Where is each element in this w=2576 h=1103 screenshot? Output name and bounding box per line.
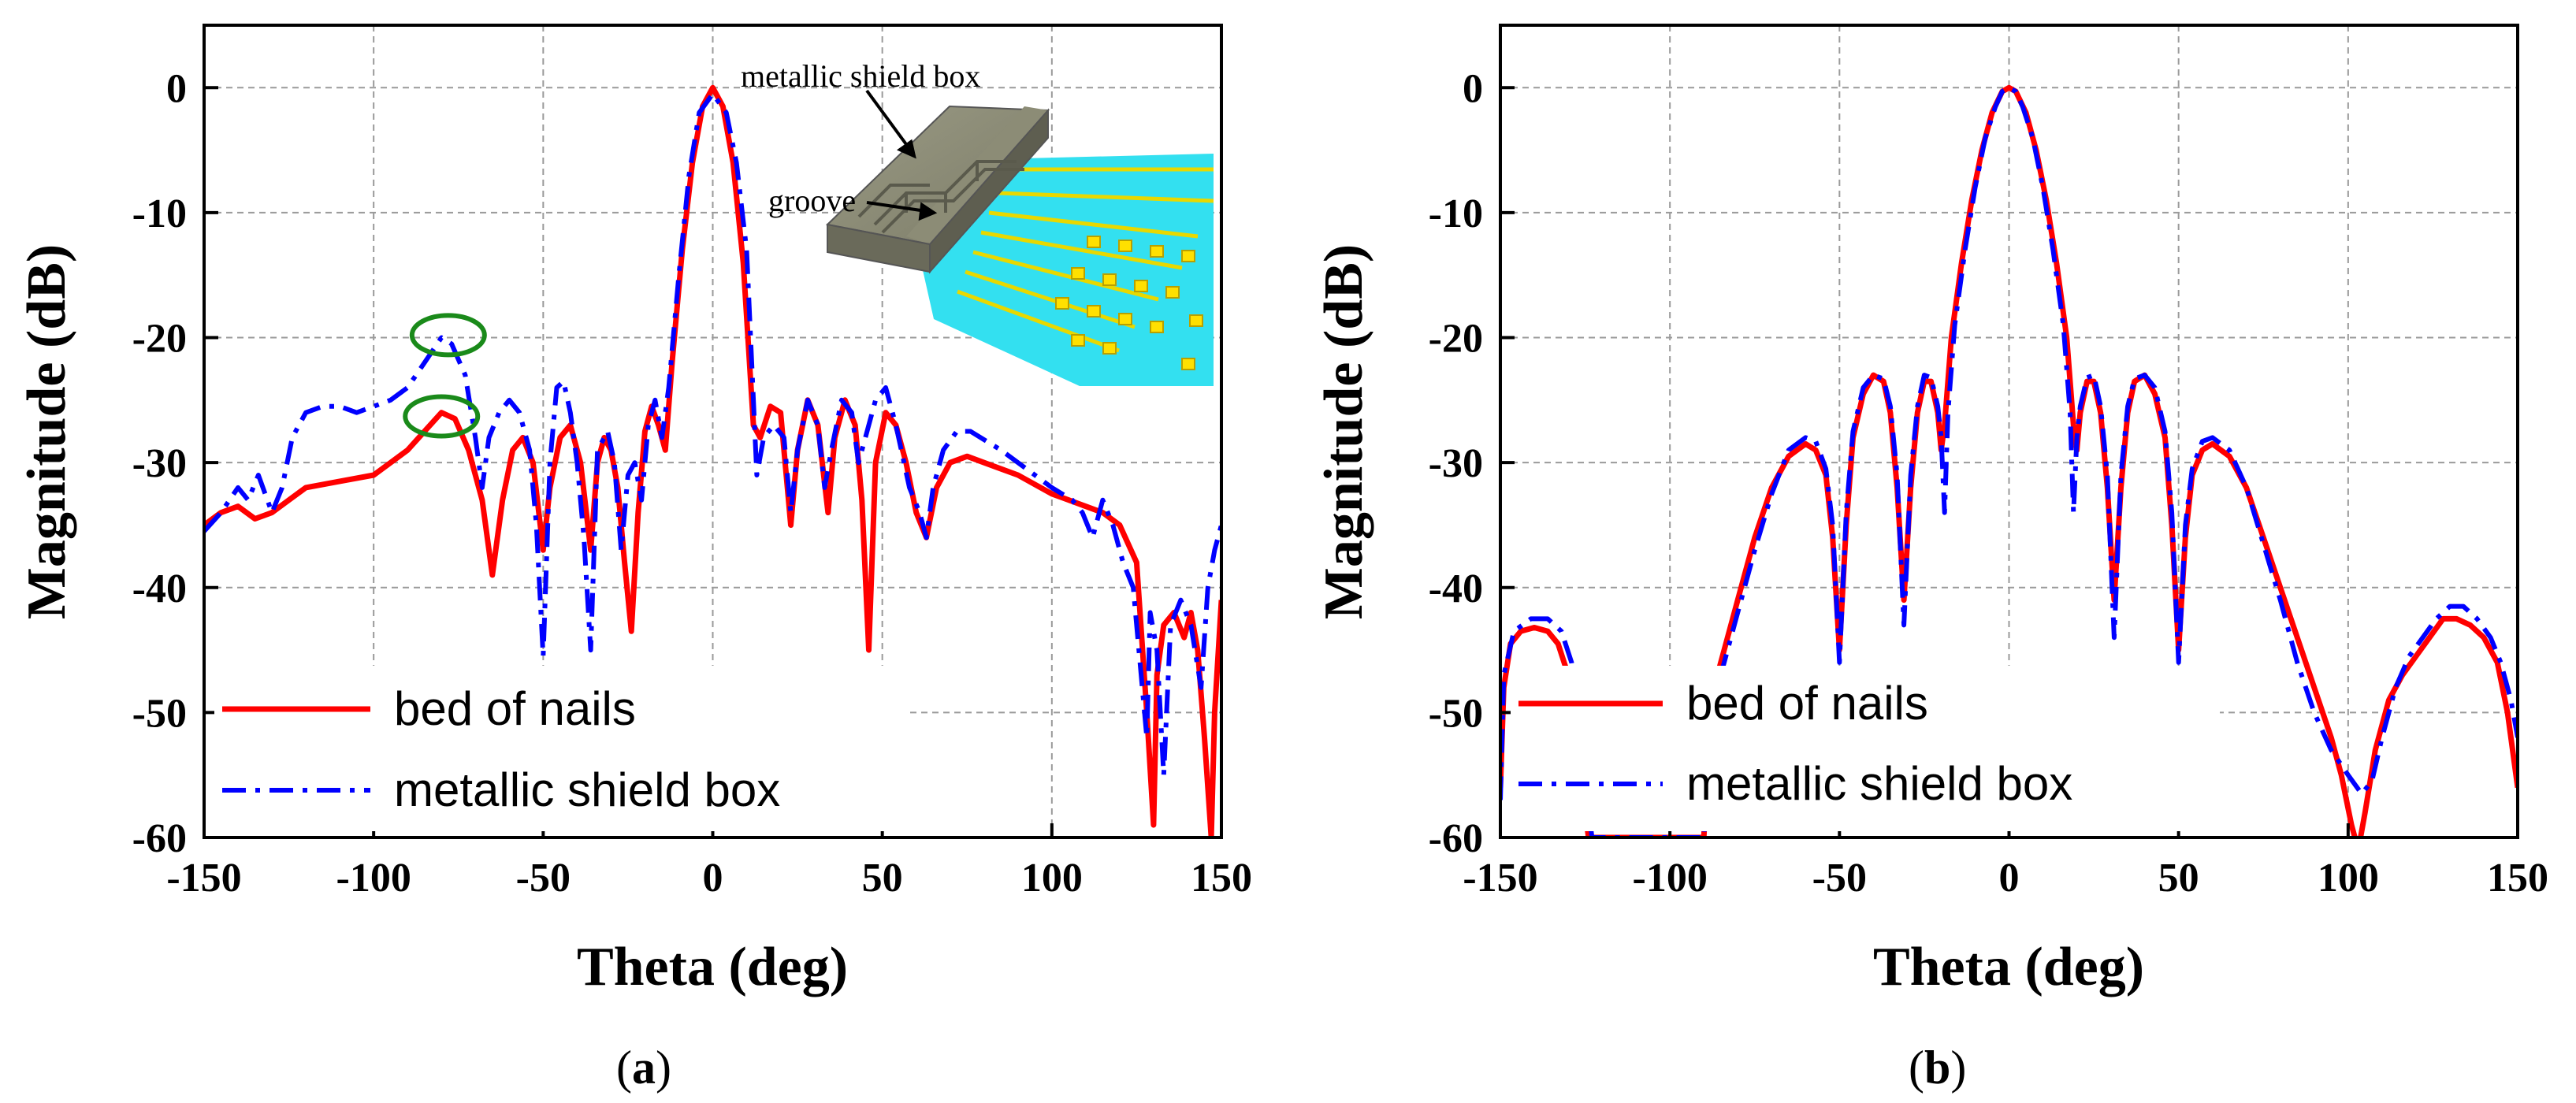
y-tick-label: -60 — [132, 816, 187, 861]
x-tick-label: 150 — [1191, 856, 1252, 901]
inset-label-shield-box: metallic shield box — [741, 58, 980, 94]
x-tick-label: 150 — [2487, 856, 2548, 901]
series-group-b — [1500, 84, 2518, 837]
x-tick-label: 0 — [703, 856, 723, 901]
ticks-b: -150 -100 -50 0 50 100 150 0 -10 -20 -30 -40 -50 -60 — [1429, 66, 2548, 901]
inset-feed-lines — [957, 167, 1214, 353]
chart-panel-a: metallic shield box groove -150 -100 -50 0 5… — [17, 24, 1252, 1094]
y-tick-label: -10 — [1429, 191, 1483, 236]
x-axis-title-b: Theta (deg) — [1873, 937, 2144, 997]
y-tick-label: -60 — [1429, 816, 1483, 861]
highlight-circle — [409, 313, 487, 358]
x-tick-label: 50 — [862, 856, 903, 901]
y-axis-title-b: Magnitude (dB) — [1314, 244, 1374, 619]
y-tick-label: -20 — [1429, 317, 1483, 362]
y-tick-label: -30 — [132, 441, 187, 486]
x-tick-label: -100 — [336, 856, 411, 901]
highlight-circle — [403, 394, 481, 439]
ticks-a: -150 -100 -50 0 50 100 150 0 -10 -20 -30 -40 -50 -60 — [132, 66, 1252, 901]
x-tick-label: -50 — [516, 856, 571, 901]
y-tick-label: -10 — [132, 191, 187, 236]
inset-box-side — [929, 108, 1049, 274]
x-axis-title-a: Theta (deg) — [577, 937, 848, 997]
chart-panel-b: -150 -100 -50 0 50 100 1500-10-20-30-40-50-60 … — [1314, 24, 2548, 1094]
y-tick-label: -20 — [132, 317, 187, 362]
y-axis-title-a: Magnitude (dB) — [17, 244, 77, 619]
series-line-bed-of-nails — [204, 84, 1221, 837]
x-tick-label: -150 — [166, 856, 241, 901]
y-tick-label: 0 — [166, 66, 187, 111]
y-tick-label: 0 — [1463, 66, 1483, 111]
annotation-circles-a — [403, 313, 487, 439]
inset-illustration: metallic shield box groove — [741, 58, 1214, 386]
series-line-metallic-shield-box — [1500, 85, 2518, 837]
y-tick-label: -40 — [132, 566, 187, 611]
y-tick-label: -50 — [132, 691, 187, 736]
inset-pads — [1055, 236, 1203, 370]
inset-groove-pattern — [857, 160, 1024, 234]
inset-label-groove: groove — [768, 183, 856, 218]
x-tick-label: 100 — [1021, 856, 1083, 901]
caption-b: (b) — [1909, 1042, 1966, 1094]
series-line-metallic-shield-box — [204, 91, 1221, 778]
legend-label-metallic-shield-box: metallic shield box — [1686, 757, 2072, 810]
x-tick-label: -150 — [1463, 856, 1537, 901]
series-group-a — [204, 84, 1221, 837]
x-tick-label: -100 — [1633, 856, 1708, 901]
legend-label-bed-of-nails: bed of nails — [1686, 677, 1928, 730]
y-tick-label: -50 — [1429, 691, 1483, 736]
x-tick-label: -50 — [1812, 856, 1867, 901]
caption-a: (a) — [616, 1042, 671, 1094]
x-tick-label: 50 — [2158, 856, 2199, 901]
legend-b: bed of nails metallic shield box — [1511, 666, 2220, 831]
legend-label-metallic-shield-box: metallic shield box — [394, 763, 780, 816]
x-tick-label: 0 — [1999, 856, 2020, 901]
x-tick-label: 100 — [2318, 856, 2379, 901]
y-tick-label: -30 — [1429, 441, 1483, 486]
legend-label-bed-of-nails: bed of nails — [394, 682, 636, 735]
inset-arrows — [865, 89, 938, 221]
y-tick-label: -40 — [1429, 566, 1483, 611]
legend-a: bed of nails metallic shield box — [214, 666, 908, 831]
